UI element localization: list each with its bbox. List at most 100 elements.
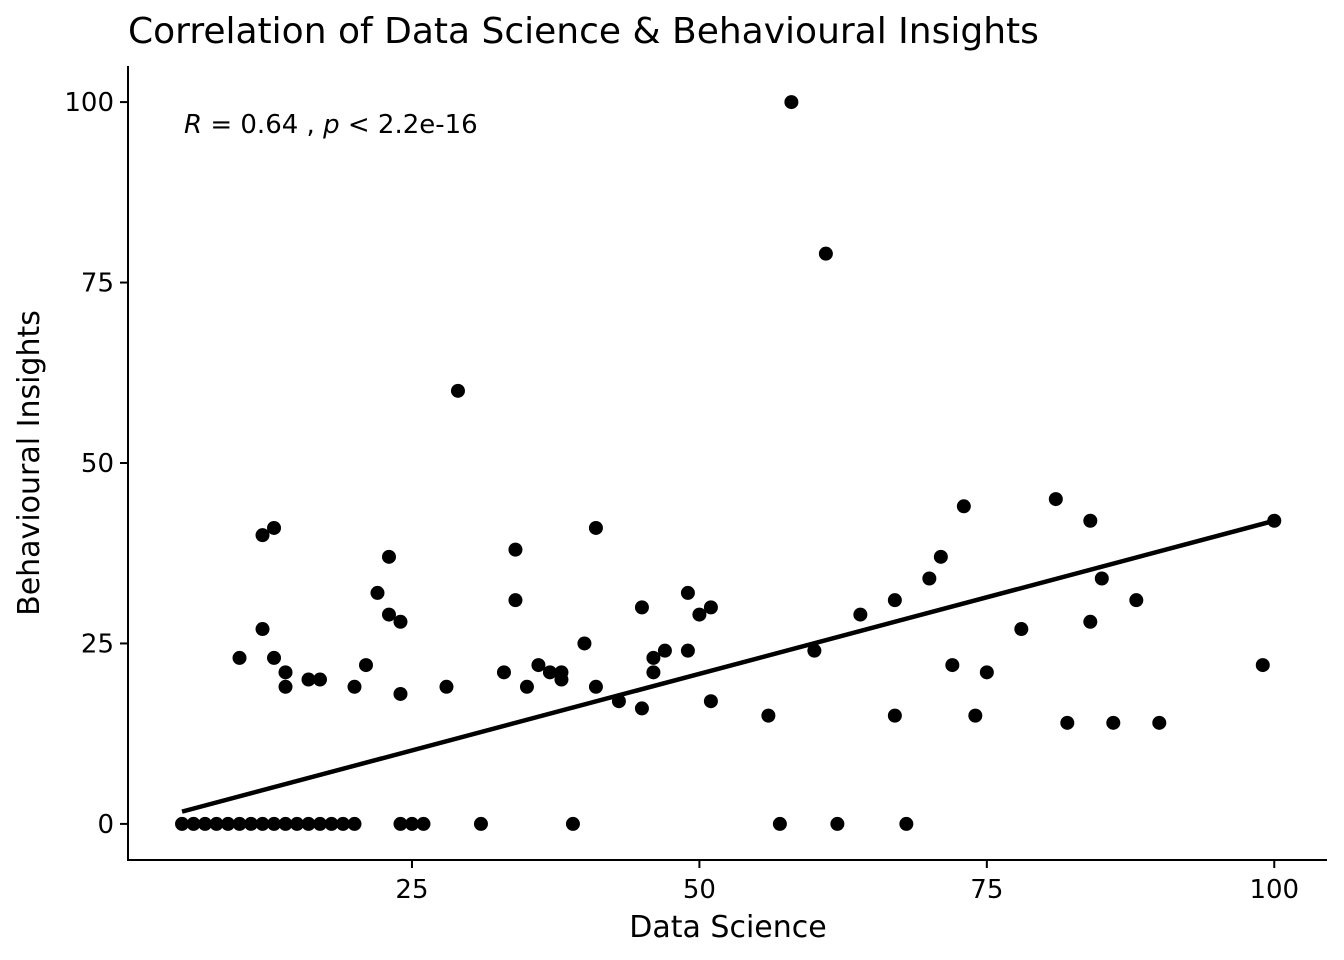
x-tick-label: 75: [970, 875, 1003, 905]
data-point: [381, 549, 396, 564]
data-point: [531, 658, 546, 673]
data-point: [267, 520, 282, 535]
data-point: [278, 816, 293, 831]
data-point: [244, 816, 259, 831]
data-point: [979, 665, 994, 680]
data-point: [358, 658, 373, 673]
data-point: [186, 816, 201, 831]
data-point: [232, 650, 247, 665]
data-point: [853, 607, 868, 622]
data-point: [657, 643, 672, 658]
data-point: [1083, 513, 1098, 528]
data-point: [313, 672, 328, 687]
data-point: [818, 246, 833, 261]
data-point: [1060, 715, 1075, 730]
data-point: [301, 816, 316, 831]
data-point: [887, 708, 902, 723]
data-point: [703, 694, 718, 709]
data-point: [554, 672, 569, 687]
data-point: [473, 816, 488, 831]
data-point: [588, 679, 603, 694]
data-point: [945, 658, 960, 673]
r-value-text: = 0.64 ,: [202, 110, 323, 140]
data-point: [807, 643, 822, 658]
plot-area: 25 50 75 100 0 25 50 75 100: [64, 66, 1327, 905]
data-point: [347, 679, 362, 694]
data-point: [175, 816, 190, 831]
data-point: [393, 686, 408, 701]
data-point: [1014, 622, 1029, 637]
y-tick-label: 0: [97, 810, 114, 840]
data-point: [1083, 614, 1098, 629]
data-point: [933, 549, 948, 564]
y-tick-label: 75: [81, 269, 114, 299]
data-point: [393, 614, 408, 629]
data-point: [588, 520, 603, 535]
data-point: [370, 585, 385, 600]
data-point: [1129, 593, 1144, 608]
data-point: [1048, 492, 1063, 507]
data-point: [646, 650, 661, 665]
data-point: [1255, 658, 1270, 673]
data-point: [922, 571, 937, 586]
r-symbol: R: [184, 110, 202, 140]
data-point: [324, 816, 339, 831]
data-point: [508, 593, 523, 608]
data-point: [772, 816, 787, 831]
data-point: [221, 816, 236, 831]
trend-line: [181, 518, 1275, 814]
data-point: [255, 816, 270, 831]
data-point: [542, 665, 557, 680]
data-point: [335, 816, 350, 831]
data-point: [393, 816, 408, 831]
data-point: [267, 650, 282, 665]
data-point: [301, 672, 316, 687]
y-tick-label: 50: [81, 449, 114, 479]
data-point: [761, 708, 776, 723]
x-tick-label: 50: [683, 875, 716, 905]
data-point: [703, 600, 718, 615]
data-point: [313, 816, 328, 831]
data-point: [267, 816, 282, 831]
correlation-annotation: R = 0.64 , p < 2.2e-16: [184, 110, 478, 140]
data-points: [175, 95, 1282, 831]
data-point: [404, 816, 419, 831]
data-point: [680, 643, 695, 658]
data-point: [784, 95, 799, 110]
data-point: [416, 816, 431, 831]
data-point: [519, 679, 534, 694]
data-point: [565, 816, 580, 831]
data-point: [496, 665, 511, 680]
y-tick-label: 100: [64, 88, 114, 118]
chart-title: Correlation of Data Science & Behavioura…: [128, 11, 1039, 52]
p-value-text: < 2.2e-16: [340, 110, 478, 140]
x-tick-label: 25: [395, 875, 428, 905]
data-point: [634, 701, 649, 716]
data-point: [634, 600, 649, 615]
data-point: [381, 607, 396, 622]
data-point: [956, 499, 971, 514]
data-point: [450, 383, 465, 398]
data-point: [278, 679, 293, 694]
data-point: [968, 708, 983, 723]
data-point: [255, 622, 270, 637]
x-tick-label: 100: [1249, 875, 1299, 905]
data-point: [692, 607, 707, 622]
data-point: [232, 816, 247, 831]
x-axis-title: Data Science: [629, 910, 826, 945]
data-point: [1152, 715, 1167, 730]
y-tick-label: 25: [81, 629, 114, 659]
data-point: [1106, 715, 1121, 730]
p-symbol: p: [322, 110, 340, 140]
data-point: [209, 816, 224, 831]
data-point: [646, 665, 661, 680]
data-point: [290, 816, 305, 831]
x-axis-ticks: 25 50 75 100: [395, 860, 1299, 905]
data-point: [439, 679, 454, 694]
data-point: [899, 816, 914, 831]
data-point: [887, 593, 902, 608]
data-point: [198, 816, 213, 831]
data-point: [577, 636, 592, 651]
data-point: [1094, 571, 1109, 586]
